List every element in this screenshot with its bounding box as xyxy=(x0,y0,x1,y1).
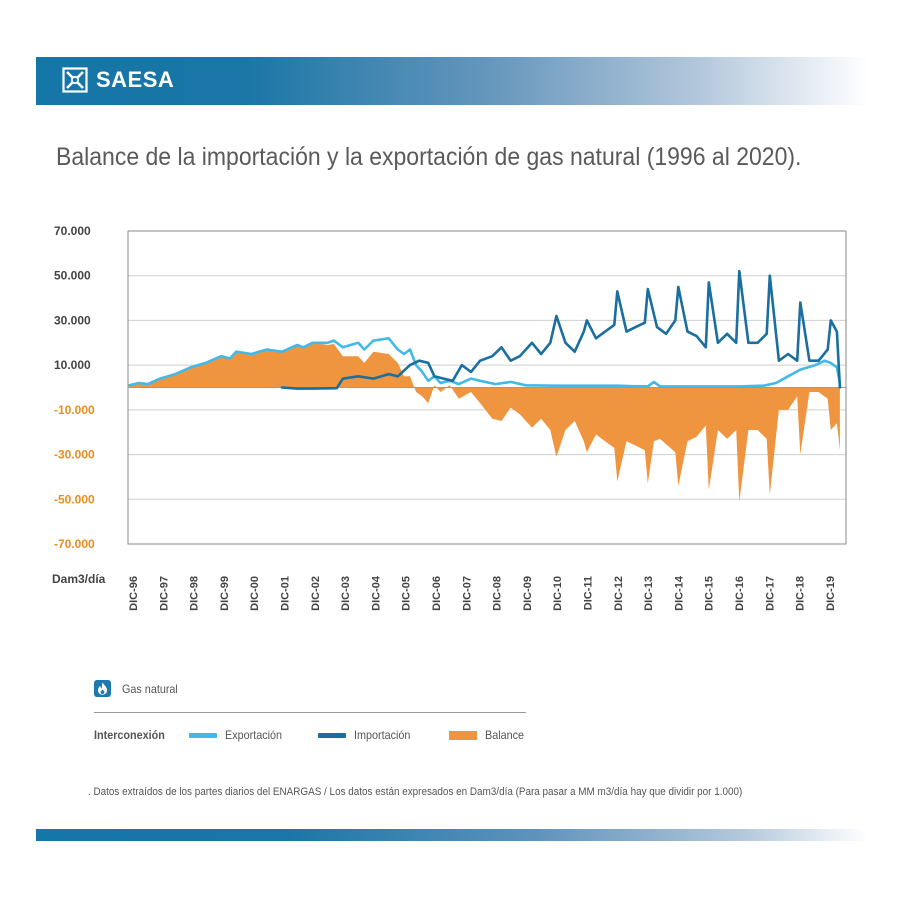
footer-bar xyxy=(36,829,868,841)
brand-logo: SAESA xyxy=(62,67,174,93)
legend-swatch-exportacion xyxy=(189,732,217,738)
x-tick-label: DIC-16 xyxy=(734,576,746,611)
series-balance-area xyxy=(129,342,840,502)
x-tick-label: DIC-18 xyxy=(795,576,807,611)
x-tick-label: DIC-98 xyxy=(189,576,201,611)
y-tick-label: 50.000 xyxy=(54,269,91,283)
y-tick-label: 10.000 xyxy=(54,358,91,372)
legend-swatch-balance xyxy=(449,730,478,740)
y-tick-label: 30.000 xyxy=(54,313,91,327)
x-tick-label: DIC-04 xyxy=(370,575,382,611)
x-tick-label: DIC-11 xyxy=(583,576,595,610)
legend-label-balance: Balance xyxy=(485,728,525,742)
x-tick-label: DIC-09 xyxy=(522,576,534,611)
footnote: . Datos extraídos de los partes diarios … xyxy=(88,786,743,798)
legend-row: Interconexión Exportación Importación Ba… xyxy=(94,728,528,742)
x-tick-label: DIC-19 xyxy=(825,576,837,611)
y-tick-label: -70.000 xyxy=(54,537,95,551)
gas-balance-chart: 70.000 50.000 30.000 10.000 -10.000 -30.000 -5… xyxy=(52,224,847,611)
brand-name: SAESA xyxy=(96,67,175,92)
x-tick-label: DIC-08 xyxy=(492,576,504,611)
legend-label-exportacion: Exportación xyxy=(225,728,283,742)
page-title: Balance de la importación y la exportaci… xyxy=(56,143,802,171)
legend-item-exportacion: Exportación xyxy=(189,728,288,742)
x-tick-label: DIC-10 xyxy=(552,576,564,611)
legend-item-importacion: Importación xyxy=(318,728,417,742)
x-tick-label: DIC-12 xyxy=(613,576,625,611)
series-exportacion-line xyxy=(128,336,842,388)
x-tick-label: DIC-96 xyxy=(128,576,140,611)
y-tick-label: 70.000 xyxy=(54,224,91,238)
legend-label-importacion: Importación xyxy=(354,728,411,742)
y-tick-label: -30.000 xyxy=(54,448,95,462)
legend-category: Gas natural xyxy=(94,680,184,697)
x-tick-label: DIC-14 xyxy=(673,575,685,611)
legend-divider xyxy=(94,712,526,713)
legend-group-label: Interconexión xyxy=(94,728,165,742)
legend-swatch-importacion xyxy=(318,732,347,738)
legend-category-label: Gas natural xyxy=(122,681,178,696)
legend-item-balance: Balance xyxy=(449,728,528,742)
y-tick-label: -50.000 xyxy=(54,492,95,506)
x-tick-label: DIC-06 xyxy=(431,576,443,611)
y-axis-label: Dam3/día xyxy=(52,572,106,586)
x-tick-label: DIC-13 xyxy=(643,576,655,611)
x-tick-label: DIC-05 xyxy=(401,576,413,611)
x-tick-label: DIC-15 xyxy=(704,576,716,611)
x-tick-label: DIC-99 xyxy=(219,576,231,611)
x-tick-label: DIC-17 xyxy=(764,576,776,611)
x-tick-label: DIC-07 xyxy=(461,576,473,611)
x-tick-label: DIC-00 xyxy=(249,576,261,611)
saesa-x-logo-icon xyxy=(62,67,88,93)
flame-icon xyxy=(94,680,111,697)
y-tick-label: -10.000 xyxy=(54,403,95,417)
x-tick-label: DIC-02 xyxy=(310,576,322,611)
x-tick-label: DIC-97 xyxy=(158,576,170,611)
series-importacion-line xyxy=(280,269,842,390)
x-tick-label: DIC-01 xyxy=(280,576,292,611)
header-bar: SAESA xyxy=(36,57,868,105)
x-tick-label: DIC-03 xyxy=(340,576,352,611)
